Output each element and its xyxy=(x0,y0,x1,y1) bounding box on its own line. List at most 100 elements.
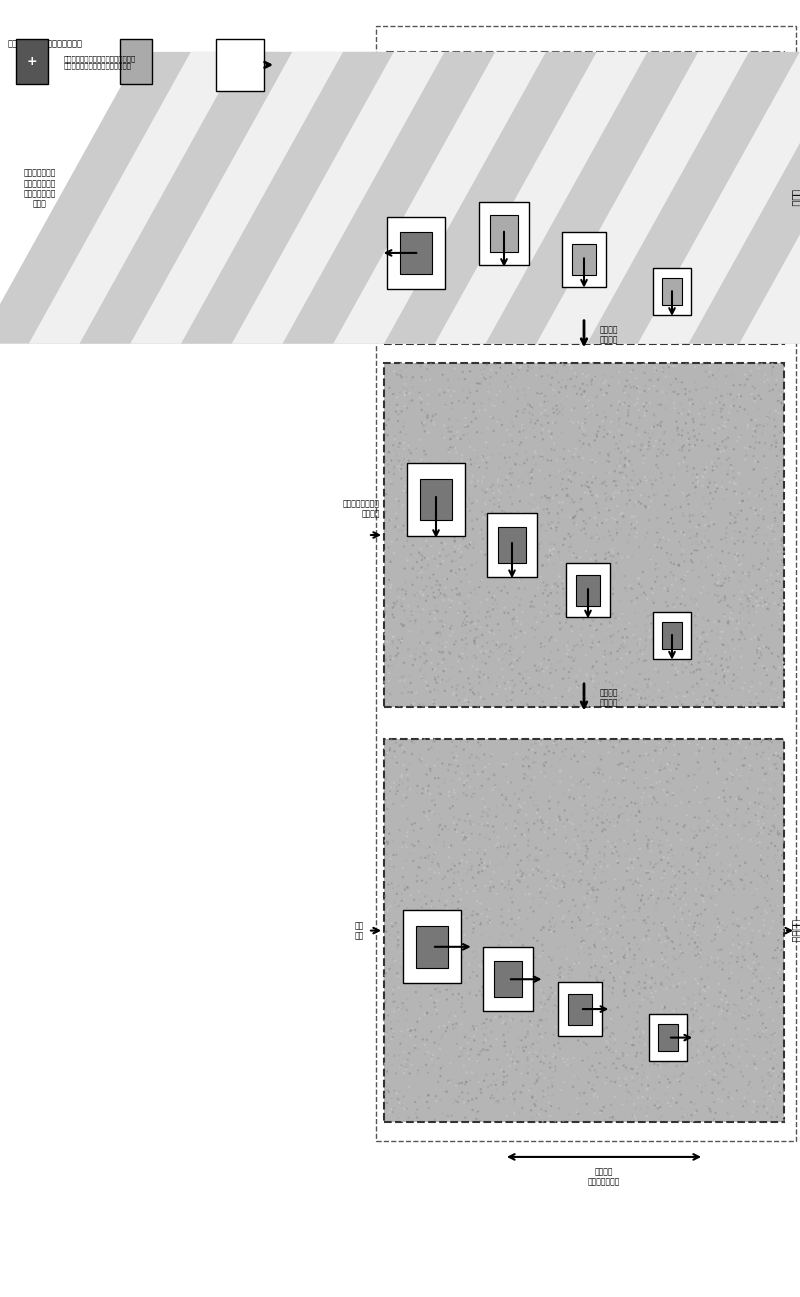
Point xyxy=(566,564,578,585)
Point xyxy=(546,986,558,1006)
Point xyxy=(428,680,441,700)
Point xyxy=(468,633,481,654)
Point xyxy=(422,800,435,821)
Point xyxy=(453,390,466,411)
Point xyxy=(734,385,747,406)
Point xyxy=(522,739,535,760)
Point xyxy=(450,685,463,706)
Point xyxy=(631,388,644,409)
Point xyxy=(388,778,401,799)
Point xyxy=(591,515,604,536)
Point xyxy=(590,554,602,575)
Point xyxy=(762,748,775,769)
Point xyxy=(420,755,433,776)
Point xyxy=(631,821,644,842)
Point xyxy=(770,852,783,873)
Point xyxy=(526,1034,539,1054)
Point xyxy=(699,1030,712,1051)
Point xyxy=(745,361,758,381)
Point xyxy=(617,506,630,527)
Point xyxy=(425,986,438,1006)
Point xyxy=(668,907,681,927)
Polygon shape xyxy=(638,52,800,344)
Point xyxy=(678,630,690,651)
Point xyxy=(586,485,598,506)
Point xyxy=(773,658,786,678)
Point xyxy=(626,1058,639,1079)
Point xyxy=(404,885,417,905)
Point xyxy=(542,550,555,571)
Point xyxy=(655,537,668,558)
Point xyxy=(638,447,651,468)
Point xyxy=(611,997,624,1018)
Point xyxy=(622,910,634,931)
Point xyxy=(591,634,604,655)
Point xyxy=(490,883,503,904)
Point xyxy=(622,384,634,405)
Point xyxy=(635,792,648,813)
Point xyxy=(653,368,666,389)
Point xyxy=(633,802,646,822)
Point xyxy=(686,525,699,546)
Point xyxy=(534,761,547,782)
Point xyxy=(616,1006,629,1027)
Point xyxy=(481,354,494,375)
Point xyxy=(745,677,758,698)
Point xyxy=(546,1086,559,1106)
Point xyxy=(721,1102,734,1123)
Point xyxy=(609,510,622,530)
Point xyxy=(454,518,467,538)
Point xyxy=(632,1080,645,1101)
Point xyxy=(606,693,619,713)
Point xyxy=(430,467,442,488)
Point xyxy=(402,1057,414,1078)
Point xyxy=(395,883,408,904)
Point xyxy=(383,781,396,802)
Point xyxy=(751,1096,764,1117)
Point xyxy=(748,1092,761,1113)
Point xyxy=(616,626,629,647)
Point xyxy=(728,995,741,1016)
Point xyxy=(730,473,742,494)
Point xyxy=(640,381,653,402)
Point xyxy=(764,1065,777,1086)
Point xyxy=(582,1045,595,1066)
Point xyxy=(663,1051,676,1071)
Point xyxy=(704,861,717,882)
Point xyxy=(760,903,773,923)
Point xyxy=(560,975,573,996)
Point xyxy=(749,988,762,1009)
Point xyxy=(691,690,704,711)
Point xyxy=(592,422,605,442)
Point xyxy=(630,523,643,543)
Point xyxy=(642,497,654,518)
Point xyxy=(714,441,727,462)
Bar xyxy=(654,268,690,315)
Point xyxy=(479,399,492,420)
Point xyxy=(488,962,501,983)
Point xyxy=(565,537,578,558)
Point xyxy=(650,737,663,757)
Point xyxy=(474,850,487,870)
Point xyxy=(496,853,509,874)
Point xyxy=(381,1080,394,1101)
Point xyxy=(411,582,424,603)
Point xyxy=(563,606,576,626)
Point xyxy=(471,471,484,492)
Point xyxy=(650,484,662,505)
Point xyxy=(683,521,696,542)
Point xyxy=(645,370,658,390)
Point xyxy=(473,1071,486,1092)
Point xyxy=(645,492,658,512)
Point xyxy=(686,560,698,581)
Point xyxy=(560,612,573,633)
Point xyxy=(775,392,788,412)
Point xyxy=(733,572,746,593)
Point xyxy=(494,381,506,402)
Point xyxy=(760,594,773,615)
Text: 加热机器
加热机器: 加热机器 加热机器 xyxy=(600,689,618,707)
Point xyxy=(638,973,651,994)
Point xyxy=(737,815,750,835)
Point xyxy=(727,438,740,459)
Point xyxy=(539,576,552,597)
